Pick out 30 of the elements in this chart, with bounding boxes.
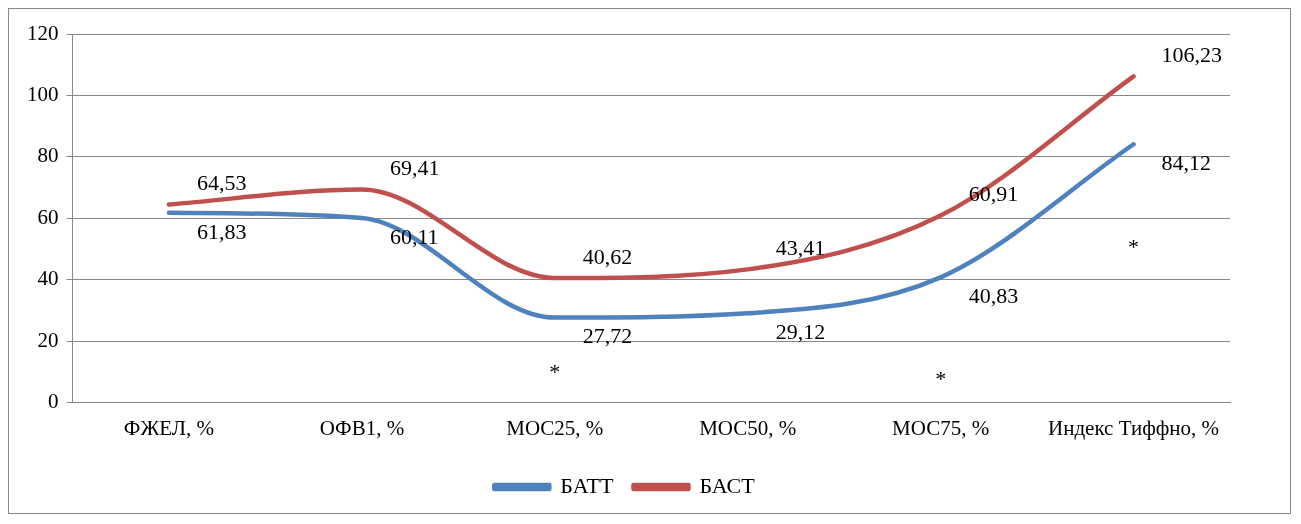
annotation: * [935,366,947,392]
data-label: 29,12 [775,319,826,345]
y-tick-label: 0 [48,389,59,414]
legend-label: БАТТ [560,472,615,498]
x-tick-label: ОФВ1, % [319,415,405,440]
data-label: 40,62 [582,243,633,269]
x-tick-label: МОС25, % [506,415,604,440]
annotation: * [1128,233,1140,259]
x-tick-label: ФЖЕЛ, % [123,415,215,440]
y-tick-label: 60 [37,204,59,229]
y-tick-label: 120 [27,20,59,45]
data-label: 106,23 [1161,42,1223,68]
line-series [166,142,1136,320]
annotation: * [549,359,561,385]
x-tick-label: МОС75, % [892,415,990,440]
legend-label: БАСТ [699,472,756,498]
data-label: 84,12 [1161,150,1212,176]
data-label: 64,53 [196,170,247,196]
x-tick-label: МОС50, % [699,415,797,440]
y-tick-label: 100 [27,81,59,106]
y-tick-label: 20 [37,327,59,352]
data-label: 40,83 [968,283,1019,309]
y-tick-label: 80 [37,143,59,168]
data-label: 43,41 [775,235,826,261]
data-label: 61,83 [196,218,247,244]
y-tick-label: 40 [37,266,59,291]
data-label: 27,72 [582,323,633,349]
line-series [166,74,1136,281]
data-label: 69,41 [389,155,440,181]
x-tick-label: Индекс Тиффно, % [1048,415,1220,440]
